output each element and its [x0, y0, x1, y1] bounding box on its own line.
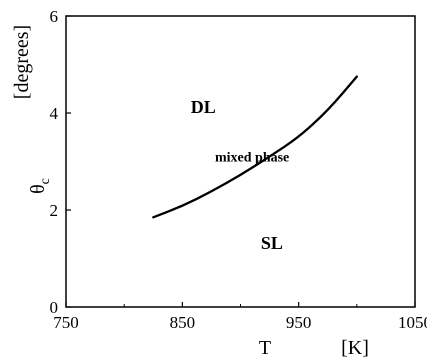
region-label: SL — [261, 233, 283, 253]
y-axis-symbol-subscript: c — [38, 178, 53, 184]
y-tick-label: 2 — [50, 201, 59, 220]
x-tick-label: 950 — [286, 313, 312, 332]
y-tick-label: 4 — [50, 104, 59, 123]
x-tick-label: 750 — [53, 313, 79, 332]
region-label: DL — [191, 97, 216, 117]
annotations-group: DL mixed phase SL — [191, 97, 290, 253]
y-axis-symbol: θc — [27, 178, 53, 194]
phase-boundary-line — [152, 75, 358, 219]
y-axis-unit: [degrees] — [11, 25, 33, 99]
x-axis-label: T — [259, 337, 271, 358]
x-tick-label: 850 — [170, 313, 196, 332]
series-group — [152, 75, 358, 219]
x-axis-unit: [K] — [341, 337, 369, 358]
y-tick-label: 0 — [50, 298, 59, 317]
y-tick-label: 6 — [50, 7, 59, 26]
y-axis-symbol-text: θ — [27, 184, 49, 194]
region-label: mixed phase — [215, 151, 289, 166]
